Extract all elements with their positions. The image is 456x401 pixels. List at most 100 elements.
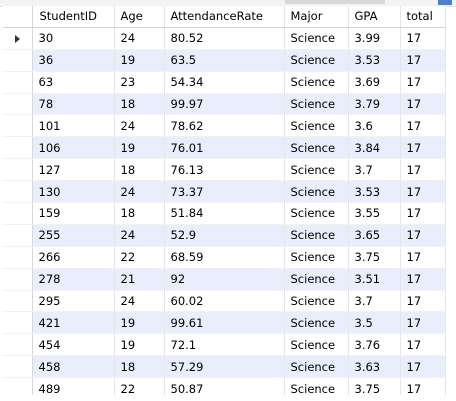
cell-major[interactable]: Science [284,202,349,225]
row-header[interactable] [3,333,33,357]
cell-attendancerate[interactable]: 73.37 [164,180,285,204]
cell-studentid[interactable]: 295 [32,290,115,313]
table-row[interactable]: 255 24 52.9 Science 3.65 17 [3,224,446,247]
column-header-studentid[interactable]: StudentID [32,6,115,28]
table-row[interactable]: 454 19 72.1 Science 3.76 17 [3,333,446,357]
cell-gpa[interactable]: 3.53 [348,49,401,72]
cell-major[interactable]: Science [284,49,349,72]
cell-gpa[interactable]: 3.79 [348,93,401,116]
cell-major[interactable]: Science [284,224,349,247]
cell-attendancerate[interactable]: 80.52 [164,27,285,50]
cell-total[interactable]: 17 [400,93,446,116]
cell-age[interactable]: 24 [114,180,165,204]
cell-age[interactable]: 19 [114,49,165,72]
cell-gpa[interactable]: 3.69 [348,71,401,94]
cell-age[interactable]: 19 [114,311,165,335]
cell-attendancerate[interactable]: 76.01 [164,136,285,160]
cell-total[interactable]: 17 [400,136,446,160]
cell-attendancerate[interactable]: 99.61 [164,311,285,335]
cell-total[interactable]: 17 [400,180,446,204]
cell-total[interactable]: 17 [400,114,446,138]
table-row[interactable]: 159 18 51.84 Science 3.55 17 [3,202,446,225]
cell-age[interactable]: 19 [114,333,165,357]
cell-total[interactable]: 17 [400,202,446,225]
cell-studentid[interactable]: 266 [32,246,115,269]
table-row[interactable]: 106 19 76.01 Science 3.84 17 [3,136,446,160]
cell-attendancerate[interactable]: 63.5 [164,49,285,72]
cell-studentid[interactable]: 458 [32,355,115,379]
cell-age[interactable]: 24 [114,224,165,247]
cell-major[interactable]: Science [284,246,349,269]
cell-gpa[interactable]: 3.84 [348,136,401,160]
row-header[interactable] [3,114,33,138]
row-header[interactable] [3,268,33,291]
cell-studentid[interactable]: 278 [32,268,115,291]
cell-age[interactable]: 23 [114,71,165,94]
cell-attendancerate[interactable]: 60.02 [164,290,285,313]
cell-major[interactable]: Science [284,136,349,160]
cell-attendancerate[interactable]: 78.62 [164,114,285,138]
row-header[interactable] [3,246,33,269]
table-row[interactable]: 278 21 92 Science 3.51 17 [3,268,446,291]
cell-total[interactable]: 17 [400,355,446,379]
cell-studentid[interactable]: 421 [32,311,115,335]
cell-major[interactable]: Science [284,71,349,94]
cell-major[interactable]: Science [284,268,349,291]
cell-total[interactable]: 17 [400,311,446,335]
cell-attendancerate[interactable]: 68.59 [164,246,285,269]
cell-gpa[interactable]: 3.53 [348,180,401,204]
cell-gpa[interactable]: 3.55 [348,202,401,225]
toolbar-filter-field[interactable] [285,0,385,4]
cell-total[interactable]: 17 [400,49,446,72]
table-row[interactable]: 421 19 99.61 Science 3.5 17 [3,311,446,335]
cell-gpa[interactable]: 3.63 [348,355,401,379]
cell-attendancerate[interactable]: 51.84 [164,202,285,225]
cell-attendancerate[interactable]: 52.9 [164,224,285,247]
cell-attendancerate[interactable]: 99.97 [164,93,285,116]
row-header[interactable] [3,202,33,225]
cell-major[interactable]: Science [284,290,349,313]
table-row[interactable]: 458 18 57.29 Science 3.63 17 [3,355,446,379]
cell-gpa[interactable]: 3.5 [348,311,401,335]
row-header[interactable] [3,355,33,379]
table-row[interactable]: 295 24 60.02 Science 3.7 17 [3,290,446,313]
cell-attendancerate[interactable]: 76.13 [164,158,285,182]
cell-gpa[interactable]: 3.7 [348,158,401,182]
cell-age[interactable]: 24 [114,290,165,313]
row-header[interactable] [3,311,33,335]
cell-studentid[interactable]: 255 [32,224,115,247]
row-header[interactable] [3,49,33,72]
cell-age[interactable]: 18 [114,355,165,379]
row-header[interactable] [3,224,33,247]
cell-total[interactable]: 17 [400,333,446,357]
cell-attendancerate[interactable]: 92 [164,268,285,291]
cell-gpa[interactable]: 3.65 [348,224,401,247]
cell-age[interactable]: 22 [114,246,165,269]
table-row[interactable]: 130 24 73.37 Science 3.53 17 [3,180,446,204]
cell-major[interactable]: Science [284,180,349,204]
cell-age[interactable]: 24 [114,27,165,50]
cell-age[interactable]: 18 [114,158,165,182]
cell-age[interactable]: 19 [114,136,165,160]
cell-age[interactable]: 21 [114,268,165,291]
cell-total[interactable]: 17 [400,71,446,94]
cell-studentid[interactable]: 454 [32,333,115,357]
cell-studentid[interactable]: 106 [32,136,115,160]
cell-total[interactable]: 17 [400,290,446,313]
row-header[interactable] [3,136,33,160]
cell-studentid[interactable]: 101 [32,114,115,138]
row-header[interactable] [3,158,33,182]
table-row[interactable]: 30 24 80.52 Science 3.99 17 [3,27,446,50]
cell-studentid[interactable]: 30 [32,27,115,50]
row-header-corner[interactable] [3,6,33,28]
cell-age[interactable]: 24 [114,114,165,138]
cell-total[interactable]: 17 [400,27,446,50]
cell-studentid[interactable]: 63 [32,71,115,94]
cell-total[interactable]: 17 [400,246,446,269]
table-row[interactable]: 127 18 76.13 Science 3.7 17 [3,158,446,182]
cell-studentid[interactable]: 130 [32,180,115,204]
table-row[interactable]: 266 22 68.59 Science 3.75 17 [3,246,446,269]
cell-gpa[interactable]: 3.7 [348,290,401,313]
cell-attendancerate[interactable]: 57.29 [164,355,285,379]
